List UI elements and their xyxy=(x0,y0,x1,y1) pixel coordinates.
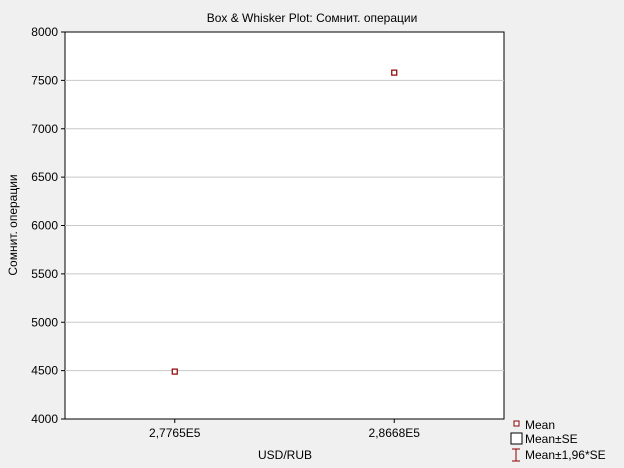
legend-mean-swatch xyxy=(513,420,520,427)
legend-label: Mean±1,96*SE xyxy=(525,448,606,462)
y-tick-label: 7500 xyxy=(31,73,58,87)
x-tick-label: 2,8668E5 xyxy=(369,426,421,440)
legend-item-mean-se: Mean±SE xyxy=(510,432,578,446)
x-axis-label: USD/RUB xyxy=(258,448,312,462)
y-axis-label: Сомнит. операции xyxy=(6,174,20,275)
legend-label: Mean xyxy=(525,418,555,432)
y-tick-label: 5500 xyxy=(31,267,58,281)
y-tick-label: 4500 xyxy=(31,364,58,378)
gridlines xyxy=(65,79,504,372)
legend: Mean Mean±SE Mean±1,96*SE xyxy=(510,418,606,462)
legend-se-box-swatch xyxy=(510,432,523,445)
mean-point xyxy=(171,368,178,375)
mean-point xyxy=(391,69,398,76)
legend-whisker-swatch xyxy=(512,448,520,462)
legend-label: Mean±SE xyxy=(525,432,578,446)
y-tick-label: 6000 xyxy=(31,219,58,233)
y-tick-label: 5000 xyxy=(31,315,58,329)
x-tick-label: 2,7765E5 xyxy=(149,426,201,440)
y-axis: 4000 4500 5000 5500 6000 6500 7000 7500 8000 xyxy=(31,25,65,426)
chart-title: Box & Whisker Plot: Сомнит. операции xyxy=(207,11,418,25)
legend-item-mean-ci: Mean±1,96*SE xyxy=(512,448,606,462)
y-tick-label: 4000 xyxy=(31,412,58,426)
y-tick-label: 6500 xyxy=(31,170,58,184)
legend-item-mean: Mean xyxy=(513,418,555,432)
x-axis: 2,7765E5 2,8668E5 xyxy=(149,419,420,440)
y-tick-label: 7000 xyxy=(31,122,58,136)
data-points xyxy=(171,69,398,375)
y-tick-label: 8000 xyxy=(31,25,58,39)
